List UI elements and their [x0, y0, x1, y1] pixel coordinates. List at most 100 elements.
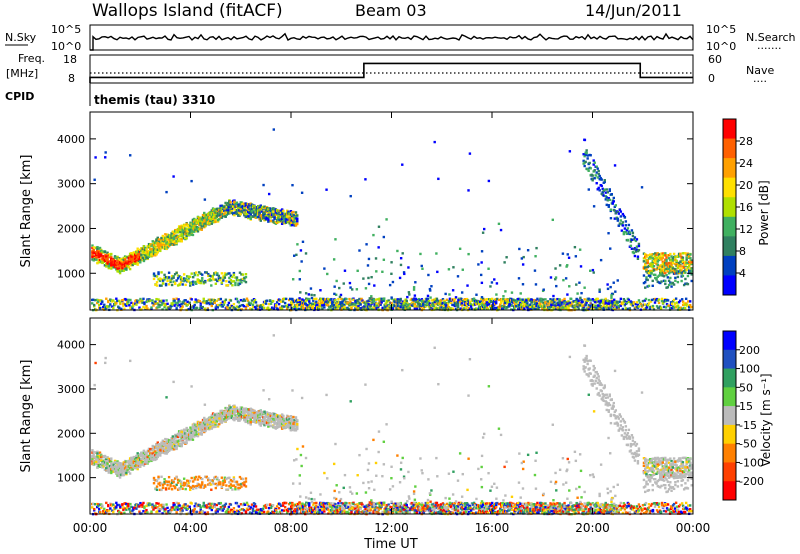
power-point	[613, 205, 617, 208]
power-point	[111, 305, 114, 308]
power-point	[371, 301, 374, 304]
power-point	[230, 209, 234, 213]
power-point	[674, 256, 677, 259]
power-point	[664, 254, 667, 257]
power-point	[260, 307, 264, 310]
power-point	[623, 299, 627, 303]
power-point	[112, 266, 116, 269]
power-point	[262, 213, 265, 216]
power-point	[213, 215, 216, 219]
power-point	[138, 257, 142, 261]
power-point	[381, 306, 384, 310]
power-point	[167, 235, 171, 239]
power-point	[130, 262, 133, 265]
power-point	[494, 306, 497, 310]
velocity-point	[91, 454, 94, 458]
velocity-point	[96, 455, 99, 458]
power-point	[607, 205, 610, 208]
power-point	[203, 214, 206, 217]
power-point	[604, 305, 607, 309]
y-tick-label: 4000	[57, 133, 85, 146]
power-point	[664, 252, 667, 255]
power-point	[424, 305, 428, 308]
power-point	[113, 260, 117, 263]
power-point	[391, 308, 394, 311]
power-point	[467, 306, 471, 310]
power-point	[613, 209, 617, 212]
power-point	[599, 258, 603, 262]
power-point	[265, 216, 269, 220]
power-point	[199, 216, 202, 219]
power-point	[142, 257, 146, 261]
power-point	[295, 304, 298, 307]
power-point	[603, 180, 606, 184]
power-point	[644, 297, 648, 301]
power-point	[291, 220, 294, 223]
power-point	[315, 300, 318, 303]
power-point	[574, 300, 577, 304]
power-point	[656, 306, 660, 310]
power-point	[280, 222, 284, 226]
power-point	[407, 291, 411, 294]
power-point	[179, 226, 182, 230]
power-point	[671, 261, 675, 265]
power-point	[646, 265, 649, 269]
power-point	[428, 302, 432, 305]
power-point	[97, 300, 100, 304]
power-point	[662, 265, 666, 268]
power-point	[429, 289, 432, 292]
power-point	[485, 298, 489, 301]
power-point	[127, 257, 131, 261]
velocity-point	[107, 465, 110, 469]
power-point	[650, 265, 653, 268]
power-point	[235, 276, 239, 279]
power-point	[104, 151, 107, 154]
power-point	[512, 299, 515, 303]
power-point	[199, 221, 202, 225]
power-point	[609, 247, 612, 250]
power-point	[245, 206, 249, 209]
power-point	[131, 258, 134, 261]
power-point	[645, 270, 648, 273]
power-point	[238, 279, 242, 282]
power-point	[172, 236, 176, 239]
velocity-point	[117, 466, 121, 469]
velocity-point	[130, 462, 133, 465]
velocity-point	[136, 465, 139, 469]
power-point	[200, 218, 203, 221]
power-point	[228, 280, 231, 284]
power-point	[315, 297, 318, 301]
power-point	[283, 217, 286, 220]
power-point	[233, 201, 236, 205]
power-point	[122, 302, 125, 305]
power-point	[107, 265, 110, 268]
power-point	[177, 238, 181, 241]
power-point	[101, 261, 104, 265]
power-point	[192, 275, 195, 279]
power-point	[568, 285, 571, 288]
power-point	[660, 297, 664, 301]
power-point	[278, 216, 281, 219]
power-point	[566, 304, 569, 308]
power-point	[150, 250, 153, 254]
power-point	[279, 211, 283, 215]
power-point	[180, 229, 183, 232]
velocity-point	[92, 462, 95, 465]
nsky-trace-line	[90, 32, 694, 51]
power-point	[612, 281, 615, 284]
power-point	[223, 276, 227, 279]
power-point	[243, 213, 246, 216]
power-point	[620, 229, 624, 232]
power-point	[225, 203, 229, 206]
power-point	[646, 285, 649, 288]
power-point	[141, 299, 144, 302]
power-point	[605, 188, 608, 191]
power-point	[622, 297, 626, 301]
power-point	[123, 256, 127, 260]
power-point	[369, 298, 372, 302]
power-point	[619, 215, 623, 218]
power-point	[216, 209, 220, 213]
velocity-point	[132, 466, 136, 469]
power-point	[185, 275, 189, 278]
power-point	[161, 243, 165, 247]
